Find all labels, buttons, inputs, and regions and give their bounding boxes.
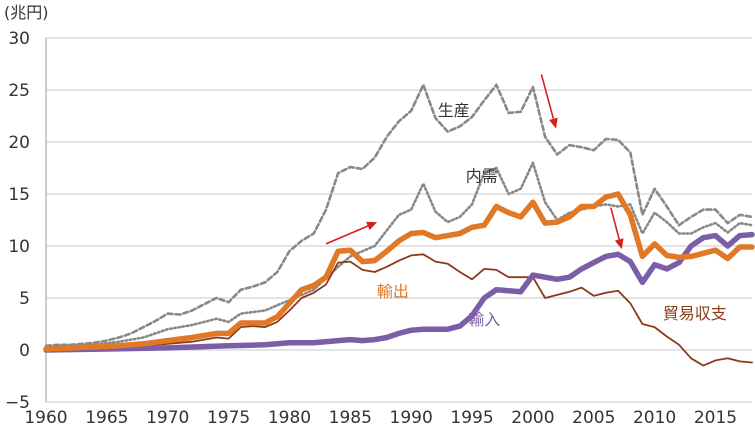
x-tick-label: 1975 <box>207 408 250 428</box>
x-tick-label: 1980 <box>268 408 311 428</box>
arrow-head <box>549 117 558 129</box>
x-tick-label: 1960 <box>24 408 67 428</box>
arrow-shaft <box>540 74 555 120</box>
trend-arrows <box>325 74 624 250</box>
y-tick-label: 0 <box>19 341 30 361</box>
series-line-dashed <box>44 83 754 348</box>
arrow-shaft <box>325 225 369 245</box>
series-lines <box>43 83 755 367</box>
series-name-label: 輸出 <box>377 282 409 301</box>
x-tick-label: 1985 <box>329 408 372 428</box>
x-tick-label: 1965 <box>85 408 128 428</box>
y-tick-label: 10 <box>8 237 30 257</box>
y-tick-label: 20 <box>8 133 30 153</box>
series-line-thick <box>43 191 755 352</box>
x-tick-label: 2000 <box>511 408 554 428</box>
x-axis-ticks: 1960 1965 1970 1975 1980 1985 1990 1995 2000 2005… <box>24 408 737 428</box>
x-tick-label: 2010 <box>633 408 676 428</box>
x-tick-label: 1970 <box>146 408 189 428</box>
arrow-head <box>366 221 378 231</box>
y-tick-label: 25 <box>8 81 30 101</box>
series-name-label: 内需 <box>466 167 498 186</box>
series-name-label: 生産 <box>438 101 470 120</box>
y-tick-label: 15 <box>8 185 30 205</box>
series-name-label: 輸入 <box>468 310 500 329</box>
y-tick-label: 30 <box>8 29 30 49</box>
y-axis-unit-label: (兆円) <box>4 3 49 22</box>
series-line-thin <box>45 253 753 367</box>
x-tick-label: 2015 <box>694 408 737 428</box>
x-tick-label: 2005 <box>572 408 615 428</box>
y-tick-label: −5 <box>5 393 30 413</box>
arrow-shaft <box>610 207 620 240</box>
x-tick-label: 1995 <box>450 408 493 428</box>
series-line-thick <box>43 231 755 353</box>
y-axis-ticks: −5 0 5 10 15 20 25 30 <box>5 29 30 413</box>
y-tick-label: 5 <box>19 289 30 309</box>
series-name-label: 貿易収支 <box>663 304 727 323</box>
series-line-dotted <box>44 161 754 349</box>
x-tick-label: 1990 <box>390 408 433 428</box>
arrow-head <box>614 238 624 250</box>
